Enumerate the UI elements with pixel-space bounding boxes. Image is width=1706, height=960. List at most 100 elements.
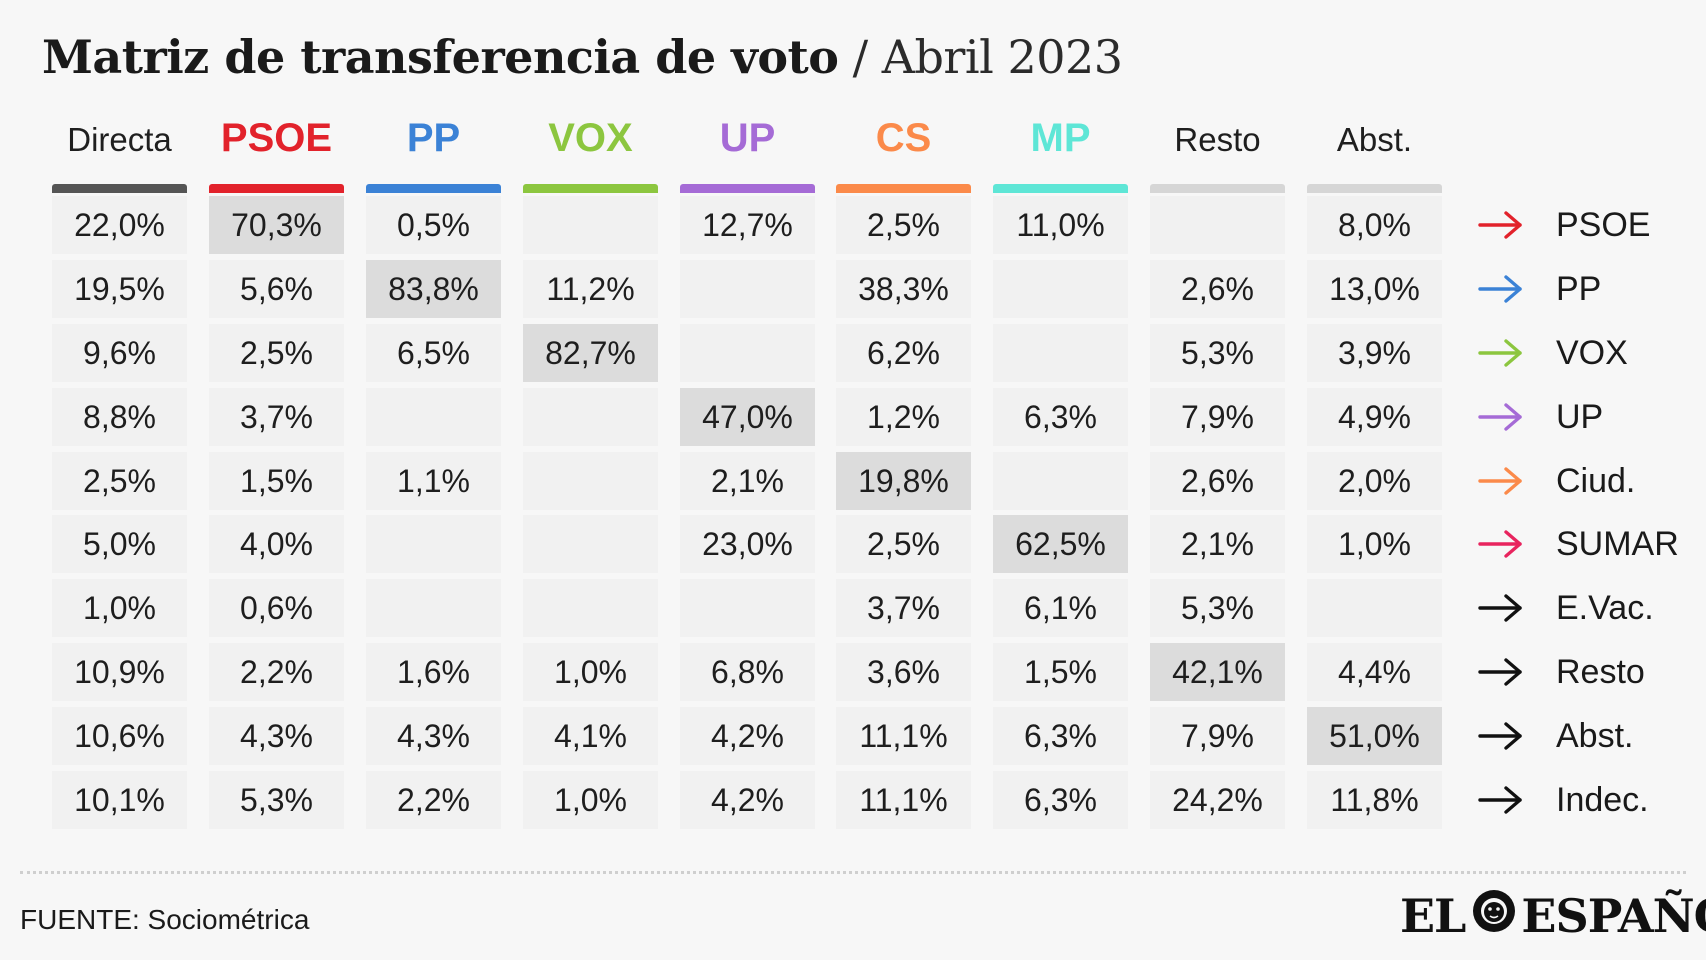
table-cell: 6,5% bbox=[366, 324, 501, 382]
row-label-ciud: Ciud. bbox=[1556, 461, 1636, 500]
table-cell: 2,2% bbox=[366, 771, 501, 829]
table-cell: 1,5% bbox=[993, 643, 1128, 701]
table-cell: 51,0% bbox=[1307, 707, 1442, 765]
table-cell bbox=[680, 579, 815, 637]
table-cell: 83,8% bbox=[366, 260, 501, 318]
table-cell bbox=[680, 324, 815, 382]
table-cell: 4,1% bbox=[523, 707, 658, 765]
column-bar-cs bbox=[836, 184, 971, 193]
table-cell: 19,8% bbox=[836, 452, 971, 510]
column-header-directa: Directa bbox=[67, 121, 172, 158]
table-cell: 11,8% bbox=[1307, 771, 1442, 829]
table-cell: 1,0% bbox=[523, 771, 658, 829]
table-cell: 10,9% bbox=[52, 643, 187, 701]
column-bar-resto bbox=[1150, 184, 1285, 193]
column-header-up: UP bbox=[719, 116, 776, 160]
table-cell: 6,2% bbox=[836, 324, 971, 382]
column-header-pp: PP bbox=[406, 116, 461, 160]
table-cell: 1,0% bbox=[1307, 515, 1442, 573]
table-cell: 38,3% bbox=[836, 260, 971, 318]
table-cell: 4,3% bbox=[209, 707, 344, 765]
table-cell: 8,8% bbox=[52, 388, 187, 446]
table-cell: 47,0% bbox=[680, 388, 815, 446]
table-cell: 70,3% bbox=[209, 196, 344, 254]
arrow-right-icon bbox=[1478, 324, 1524, 382]
table-cell: 22,0% bbox=[52, 196, 187, 254]
row-label-psoe: PSOE bbox=[1556, 205, 1651, 244]
table-cell bbox=[523, 388, 658, 446]
table-cell: 0,6% bbox=[209, 579, 344, 637]
table-cell: 2,6% bbox=[1150, 260, 1285, 318]
table-cell: 5,3% bbox=[1150, 324, 1285, 382]
arrow-right-icon bbox=[1478, 579, 1524, 637]
table-cell bbox=[993, 260, 1128, 318]
footer-divider bbox=[20, 871, 1686, 874]
column-bar-abst bbox=[1307, 184, 1442, 193]
table-cell: 4,2% bbox=[680, 771, 815, 829]
table-cell: 13,0% bbox=[1307, 260, 1442, 318]
table-cell: 2,5% bbox=[209, 324, 344, 382]
el-espanol-logo: EL ESPAÑOL bbox=[1400, 888, 1706, 944]
table-cell: 8,0% bbox=[1307, 196, 1442, 254]
table-cell bbox=[523, 196, 658, 254]
arrow-right-icon bbox=[1478, 707, 1524, 765]
table-cell: 24,2% bbox=[1150, 771, 1285, 829]
column-bar-psoe bbox=[209, 184, 344, 193]
column-bar-pp bbox=[366, 184, 501, 193]
table-cell: 6,3% bbox=[993, 771, 1128, 829]
column-bar-up bbox=[680, 184, 815, 193]
table-cell bbox=[680, 260, 815, 318]
arrow-right-icon bbox=[1478, 260, 1524, 318]
column-bar-mp bbox=[993, 184, 1128, 193]
lion-icon bbox=[1469, 887, 1519, 946]
table-cell bbox=[1150, 196, 1285, 254]
table-cell: 2,5% bbox=[52, 452, 187, 510]
table-cell: 4,3% bbox=[366, 707, 501, 765]
table-cell: 23,0% bbox=[680, 515, 815, 573]
table-cell: 2,5% bbox=[836, 515, 971, 573]
table-cell: 0,5% bbox=[366, 196, 501, 254]
source-note: FUENTE: Sociométrica bbox=[20, 904, 310, 935]
table-cell bbox=[993, 452, 1128, 510]
table-cell: 4,0% bbox=[209, 515, 344, 573]
table-cell: 42,1% bbox=[1150, 643, 1285, 701]
table-cell bbox=[523, 515, 658, 573]
table-cell bbox=[366, 515, 501, 573]
column-header-vox: VOX bbox=[548, 116, 633, 160]
table-cell: 9,6% bbox=[52, 324, 187, 382]
table-cell: 3,7% bbox=[209, 388, 344, 446]
row-label-abst: Abst. bbox=[1556, 716, 1634, 755]
row-label-up: UP bbox=[1556, 397, 1604, 436]
row-label-sumar: SUMAR bbox=[1556, 524, 1679, 563]
table-cell bbox=[366, 579, 501, 637]
table-cell: 5,0% bbox=[52, 515, 187, 573]
column-bar-directa bbox=[52, 184, 187, 193]
table-cell bbox=[523, 579, 658, 637]
table-cell: 4,9% bbox=[1307, 388, 1442, 446]
arrow-right-icon bbox=[1478, 643, 1524, 701]
table-cell: 6,8% bbox=[680, 643, 815, 701]
table-cell: 82,7% bbox=[523, 324, 658, 382]
table-cell: 3,9% bbox=[1307, 324, 1442, 382]
title-main: Matriz de transferencia de voto bbox=[42, 30, 839, 84]
row-label-pp: PP bbox=[1556, 269, 1602, 308]
table-cell: 11,0% bbox=[993, 196, 1128, 254]
table-cell: 4,2% bbox=[680, 707, 815, 765]
logo-text-left: EL bbox=[1400, 889, 1466, 943]
chart-title: Matriz de transferencia de voto / Abril … bbox=[42, 30, 1123, 84]
table-cell: 1,1% bbox=[366, 452, 501, 510]
table-cell: 1,6% bbox=[366, 643, 501, 701]
logo-text-right: ESPAÑOL bbox=[1521, 889, 1706, 943]
table-cell: 62,5% bbox=[993, 515, 1128, 573]
table-cell: 2,1% bbox=[680, 452, 815, 510]
table-cell: 2,6% bbox=[1150, 452, 1285, 510]
arrow-right-icon bbox=[1478, 771, 1524, 829]
table-cell: 10,6% bbox=[52, 707, 187, 765]
table-cell: 10,1% bbox=[52, 771, 187, 829]
table-cell: 2,2% bbox=[209, 643, 344, 701]
arrow-right-icon bbox=[1478, 388, 1524, 446]
table-cell: 12,7% bbox=[680, 196, 815, 254]
row-label-indec: Indec. bbox=[1556, 780, 1649, 819]
table-cell: 11,1% bbox=[836, 707, 971, 765]
table-cell: 1,5% bbox=[209, 452, 344, 510]
